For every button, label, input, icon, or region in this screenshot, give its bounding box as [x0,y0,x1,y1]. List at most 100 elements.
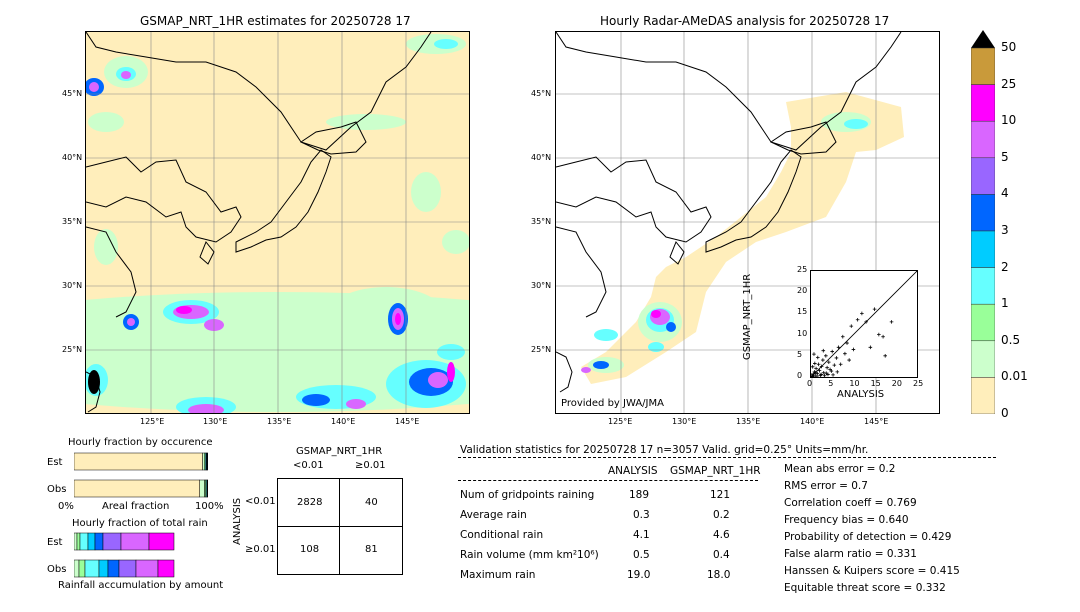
score-mae: Mean abs error = 0.2 [784,463,896,475]
contingency-row-axis: ANALYSIS [232,497,243,545]
total-row-obs: Obs [47,564,67,575]
scatter-point [855,317,860,322]
left-taiwan [88,370,100,394]
scatter-point [835,370,840,374]
right-lat-25: 25°N [531,345,552,354]
stacked-bar-segment [102,532,122,551]
scatter-diagonal [811,271,917,377]
occurrence-axis-mid: Areal fraction [102,501,170,512]
scatter-point [824,371,829,375]
scatter-point [877,332,881,337]
contingency-row-lt: <0.01 [245,496,276,507]
validation-row-gsmap: 18.0 [707,569,731,581]
left-lat-45: 45°N [62,89,83,98]
scatter-point [824,354,828,358]
stacked-bar-segment [120,532,150,551]
contingency-cell-01: 40 [365,497,378,508]
total-title: Hourly fraction of total rain [72,518,208,529]
right-lat-40: 40°N [531,153,552,162]
score-far: False alarm ratio = 0.331 [784,548,917,560]
stacked-bar-segment [98,559,109,578]
colorbar-tick-label: 5 [1001,149,1009,164]
scatter-point [821,358,825,362]
scatter-point [817,368,822,373]
contingency-cell-11: 81 [365,544,378,555]
validation-header: Validation statistics for 20250728 17 n=… [460,444,869,456]
right-lon-130: 130°E [672,417,697,426]
occurrence-row-obs: Obs [47,484,67,495]
colorbar-tick-label: 0.01 [1001,369,1028,384]
scatter-point [811,374,815,377]
scatter-point [815,355,820,360]
scatter-point [838,362,843,367]
scatter-point [821,348,826,353]
scatter-y-tick: 10 [797,328,808,338]
right-lat-35: 35°N [531,217,552,226]
stacked-bar-segment [135,559,159,578]
colorbar-swatch [970,84,996,122]
occurrence-row-est: Est [47,457,63,468]
right-lat-30: 30°N [531,281,552,290]
colorbar-extend-triangle [971,30,995,48]
left-map [85,31,470,414]
scatter-x-tick: 15 [870,379,881,388]
left-lon-125: 125°E [140,417,165,426]
stacked-bar-segment [107,559,120,578]
left-lat-30: 30°N [62,281,83,290]
scatter-point [845,341,849,345]
scatter-y-tick: 0 [797,371,803,380]
total-bars [73,532,175,578]
right-coastline [556,32,902,393]
validation-col-rule [458,480,758,481]
colorbar-swatch [970,47,996,85]
score-rmse: RMS error = 0.7 [784,480,868,492]
stacked-bar-segment [78,559,86,578]
right-lon-135: 135°E [736,417,761,426]
left-lon-145: 145°E [395,417,420,426]
colorbar-tick-label: 10 [1001,113,1017,128]
contingency-hdivider [278,526,402,527]
scatter-ylabel: GSMAP_NRT_1HR [742,273,753,360]
validation-row-label: Average rain [460,509,527,521]
stacked-bar-segment [94,532,104,551]
scatter-plot [811,271,917,377]
right-lon-125: 125°E [608,417,633,426]
colorbar-swatch [970,120,996,159]
right-map-title: Hourly Radar-AMeDAS analysis for 2025072… [600,14,890,28]
scatter-point [847,358,851,362]
scatter-point [836,345,841,350]
scatter-point [864,320,868,324]
score-hk: Hanssen & Kuipers score = 0.415 [784,565,960,577]
validation-row-label: Num of gridpoints raining [460,489,595,501]
right-map-credit: Provided by JWA/JMA [561,398,664,409]
validation-row-gsmap: 0.2 [713,509,730,521]
scatter-point [868,345,873,350]
scatter-x-tick: 20 [891,379,902,388]
scatter-y-tick: 25 [797,265,808,274]
stacked-bar-segment [148,532,175,551]
scatter-point [843,351,847,356]
colorbar-swatch [970,157,996,195]
colorbar-swatch [970,340,996,378]
scatter-point [819,364,824,369]
contingency-row-ge: ≥0.01 [245,544,276,555]
validation-row-label: Rain volume (mm km²10⁶) [460,549,599,561]
occurrence-axis-left: 0% [58,501,74,512]
scatter-point [811,365,815,369]
contingency-col-ge: ≥0.01 [355,460,386,471]
score-corr: Correlation coeff = 0.769 [784,497,917,509]
scatter-point [841,334,845,339]
left-rain-field [86,34,469,413]
stacked-bar-segment [118,559,137,578]
total-chart [73,532,208,578]
stacked-bar-segment [87,532,96,551]
score-pod: Probability of detection = 0.429 [784,531,952,543]
scatter-point [822,373,827,377]
contingency-cell-00: 2828 [297,497,323,508]
colorbar-tick-label: 50 [1001,40,1017,54]
contingency-col-lt: <0.01 [293,460,324,471]
scatter-point [832,363,837,367]
validation-row-analysis: 19.0 [627,569,651,581]
validation-header-rule [458,457,996,458]
scatter-y-tick: 15 [797,307,808,317]
